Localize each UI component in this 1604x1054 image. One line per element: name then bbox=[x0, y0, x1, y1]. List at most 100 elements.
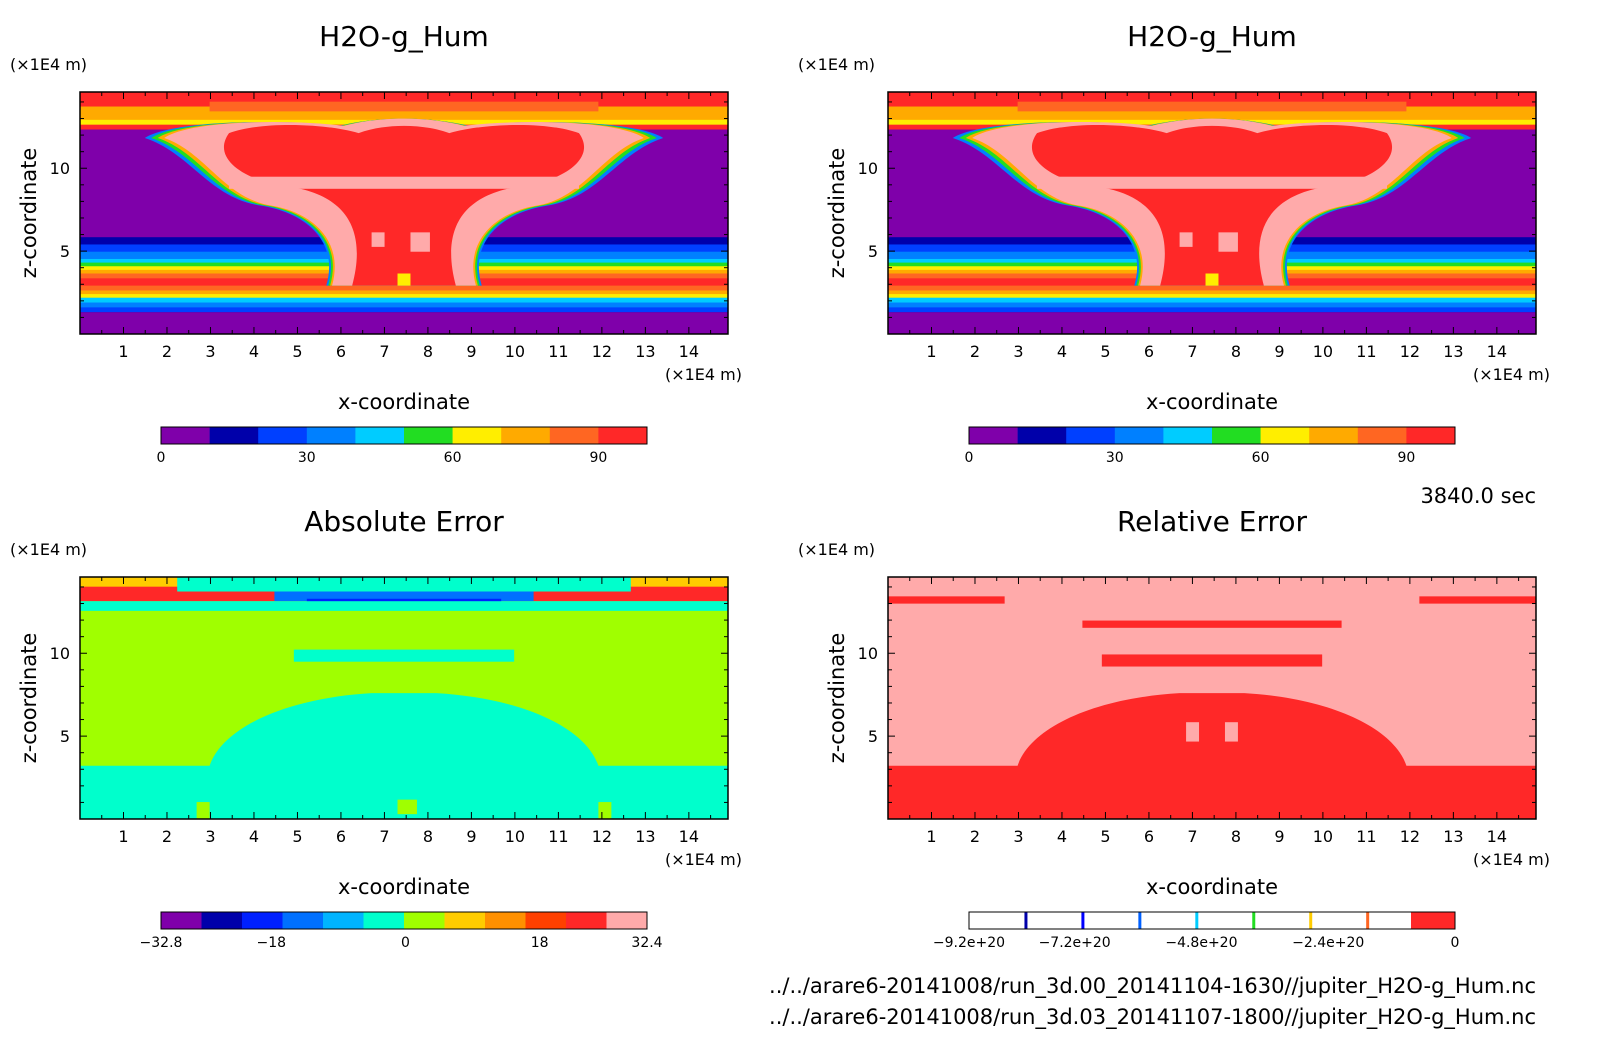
x-tick-label: 13 bbox=[1443, 827, 1463, 846]
contour-band bbox=[371, 232, 385, 247]
colorbar-tick-label: 0 bbox=[157, 450, 166, 466]
colorbar: 0 30 60 90 bbox=[965, 426, 1456, 466]
x-tick-label: 14 bbox=[679, 342, 699, 361]
contour-band bbox=[888, 290, 1536, 295]
x-tick-label: 6 bbox=[1144, 827, 1154, 846]
x-tick-label: 11 bbox=[548, 342, 568, 361]
x-tick-label: 7 bbox=[379, 342, 389, 361]
contour-field bbox=[80, 92, 728, 334]
x-tick-label: 4 bbox=[249, 342, 259, 361]
y-tick-label: 10 bbox=[50, 159, 70, 178]
colorbar-tick-label: 0 bbox=[965, 450, 974, 466]
x-tick-label: 3 bbox=[205, 827, 215, 846]
y-tick-label: 5 bbox=[868, 727, 878, 746]
y-unit-label: (×1E4 m) bbox=[798, 55, 875, 74]
contour-band bbox=[1224, 722, 1238, 742]
contour-band bbox=[1205, 273, 1219, 286]
y-unit-label: (×1E4 m) bbox=[798, 540, 875, 559]
x-tick-label: 12 bbox=[1400, 342, 1420, 361]
colorbar-tick-label: −32.8 bbox=[140, 935, 183, 951]
colorbar-swatch bbox=[566, 912, 607, 929]
colorbar-swatch bbox=[404, 912, 445, 929]
contour-band bbox=[1082, 620, 1342, 628]
y-axis-label: z-coordinate bbox=[17, 633, 41, 764]
y-tick-label: 5 bbox=[60, 242, 70, 261]
x-tick-label: 2 bbox=[162, 342, 172, 361]
contour-band bbox=[888, 312, 1536, 334]
contour-anvil-band bbox=[1037, 176, 1387, 189]
contour-anvil-band bbox=[229, 176, 579, 189]
colorbar-swatch bbox=[598, 427, 648, 444]
x-tick-label: 6 bbox=[1144, 342, 1154, 361]
x-tick-label: 9 bbox=[466, 827, 476, 846]
x-unit-label: (×1E4 m) bbox=[665, 365, 742, 384]
x-tick-label: 8 bbox=[423, 342, 433, 361]
x-tick-label: 10 bbox=[505, 342, 525, 361]
x-tick-label: 3 bbox=[1013, 827, 1023, 846]
contour-band bbox=[397, 273, 411, 286]
contour-band bbox=[209, 101, 599, 112]
colorbar-swatch bbox=[161, 427, 210, 444]
panel-humidity-run00: H2O-g_Hum (×1E4 m) 1 2 3 4 5 6 7 8 9 10 11 12 13 1451… bbox=[10, 20, 742, 466]
colorbar-swatch bbox=[306, 427, 356, 444]
contour-band bbox=[80, 297, 728, 304]
x-tick-label: 1 bbox=[926, 827, 936, 846]
x-tick-label: 14 bbox=[679, 827, 699, 846]
x-tick-label: 10 bbox=[505, 827, 525, 846]
plot-frame bbox=[887, 91, 1537, 335]
contour-band bbox=[274, 591, 534, 602]
x-tick-label: 9 bbox=[466, 342, 476, 361]
x-tick-label: 13 bbox=[635, 342, 655, 361]
x-tick-label: 2 bbox=[970, 342, 980, 361]
contour-band bbox=[80, 302, 728, 308]
colorbar-frame bbox=[160, 426, 648, 445]
contour-field bbox=[888, 577, 1536, 819]
colorbar-swatch bbox=[549, 427, 599, 444]
colorbar-swatch bbox=[525, 912, 567, 929]
x-tick-label: 8 bbox=[1231, 827, 1241, 846]
contour-region bbox=[888, 693, 1536, 819]
contour-band bbox=[80, 307, 728, 313]
x-tick-label: 7 bbox=[1187, 342, 1197, 361]
colorbar-tick-label: 18 bbox=[531, 935, 549, 951]
y-axis-label: z-coordinate bbox=[17, 148, 41, 279]
colorbar-frame bbox=[968, 911, 1456, 930]
colorbar-swatch bbox=[1309, 427, 1359, 444]
contour-band bbox=[1218, 232, 1238, 252]
colorbar: −9.2e+20 −7.2e+20 −4.8e+20 −2.4e+20 0 bbox=[933, 911, 1460, 951]
x-tick-label: 1 bbox=[926, 342, 936, 361]
x-tick-label: 5 bbox=[1100, 827, 1110, 846]
colorbar-tick-label: −18 bbox=[257, 935, 287, 951]
contour-cloud-core bbox=[1031, 124, 1393, 286]
colorbar-swatch bbox=[161, 912, 202, 929]
file-path-1: ../../arare6-20141008/run_3d.00_20141104… bbox=[769, 974, 1536, 999]
colorbar-swatch bbox=[606, 912, 648, 929]
x-tick-label: 3 bbox=[1013, 342, 1023, 361]
y-tick-label: 5 bbox=[868, 242, 878, 261]
colorbar-tick-label: 0 bbox=[1451, 935, 1460, 951]
colorbar-swatch bbox=[363, 912, 405, 929]
x-tick-label: 14 bbox=[1487, 342, 1507, 361]
x-tick-label: 7 bbox=[1187, 827, 1197, 846]
colorbar-swatch bbox=[282, 912, 324, 929]
x-tick-label: 1 bbox=[118, 827, 128, 846]
contour-band bbox=[293, 649, 515, 662]
colorbar-tick-label: −2.4e+20 bbox=[1292, 935, 1364, 951]
contour-band bbox=[598, 802, 612, 819]
x-tick-label: 11 bbox=[1356, 827, 1376, 846]
colorbar-tick-label: −4.8e+20 bbox=[1165, 935, 1237, 951]
contour-band bbox=[1017, 101, 1407, 112]
x-tick-label: 12 bbox=[592, 342, 612, 361]
colorbar-bg bbox=[969, 912, 1455, 929]
contour-band bbox=[80, 285, 728, 291]
x-tick-label: 8 bbox=[423, 827, 433, 846]
x-tick-label: 9 bbox=[1274, 827, 1284, 846]
x-tick-label: 5 bbox=[292, 342, 302, 361]
colorbar-swatch bbox=[1163, 427, 1213, 444]
panel-relative-error: Relative Error (×1E4 m) 1 2 3 4 5 6 7 8 9 10 11 12 1… bbox=[798, 505, 1550, 951]
contour-band bbox=[177, 577, 631, 592]
colorbar-tick-label: −9.2e+20 bbox=[933, 935, 1005, 951]
colorbar: −32.8 −18 0 18 32.4 bbox=[140, 911, 663, 951]
